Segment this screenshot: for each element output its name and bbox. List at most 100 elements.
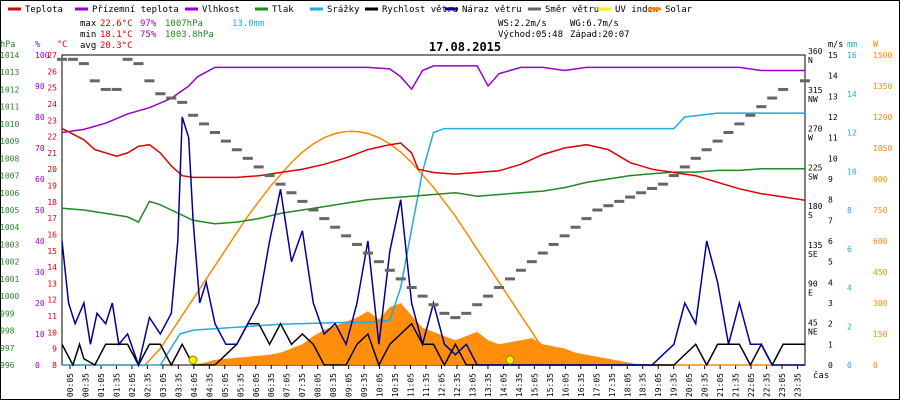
- tick-mm-10: 10: [847, 167, 857, 176]
- tick-ms-0: 0: [828, 361, 833, 370]
- tick-ms-11: 11: [828, 134, 838, 143]
- axis-label-w: W: [873, 40, 879, 50]
- axis-label-pct: %: [35, 40, 40, 50]
- tick-time-00:35: 00:35: [81, 373, 90, 397]
- tick-dir-135: 135: [808, 241, 823, 250]
- tick-time-15:35: 15:35: [546, 373, 555, 397]
- dir-mark: [603, 204, 614, 208]
- tick-time-23:35: 23:35: [794, 373, 803, 397]
- tick-degc-10: 10: [47, 328, 57, 337]
- tick-ms-14: 14: [828, 72, 838, 81]
- tick-time-13:35: 13:35: [484, 373, 493, 397]
- tick-degc-18: 18: [47, 198, 57, 207]
- series-gust: [61, 116, 805, 368]
- dir-mark: [461, 311, 472, 315]
- max-label: max: [80, 19, 97, 29]
- tick-degc-21: 21: [47, 149, 57, 158]
- tick-mm-2: 2: [847, 322, 852, 331]
- tick-hpa-1008: 1008: [0, 154, 19, 163]
- dir-mark: [341, 234, 352, 238]
- dir-mark: [373, 260, 384, 264]
- tick-dir-315: 315: [808, 86, 823, 95]
- tick-pct-100: 100: [35, 51, 50, 60]
- tick-time-20:05: 20:05: [685, 373, 694, 397]
- tick-time-19:05: 19:05: [654, 373, 663, 397]
- tick-degc-14: 14: [47, 263, 57, 272]
- stats-block: max 22.6°C 97% 1007hPa 13.0mm min 18.1°C…: [80, 19, 630, 51]
- tick-degc-19: 19: [47, 182, 57, 191]
- tick-hpa-997: 997: [0, 344, 15, 353]
- tick-ms-5: 5: [828, 258, 833, 267]
- tick-time-21:05: 21:05: [716, 373, 725, 397]
- dir-mark: [362, 251, 373, 255]
- tick-time-12:05: 12:05: [438, 373, 447, 397]
- dir-mark: [723, 131, 734, 134]
- dir-mark: [417, 294, 428, 298]
- tick-dir-E: E: [808, 289, 813, 298]
- dir-mark: [526, 260, 537, 264]
- dir-mark: [701, 148, 712, 152]
- tick-mm-16: 16: [847, 51, 857, 60]
- axis-label-hpa: hPa: [0, 40, 15, 50]
- tick-time-11:35: 11:35: [422, 373, 431, 397]
- dir-mark: [679, 165, 690, 169]
- tick-w-1350: 1350: [873, 82, 892, 91]
- tick-w-450: 450: [873, 268, 888, 277]
- tick-degc-26: 26: [47, 67, 57, 76]
- dir-mark: [166, 96, 177, 100]
- tick-w-300: 300: [873, 299, 888, 308]
- dir-mark: [439, 311, 450, 315]
- dir-mark: [67, 57, 78, 61]
- axis-label-mm: mm: [847, 40, 857, 50]
- tick-pct-80: 80: [35, 113, 45, 122]
- rain-total: 13.0mm: [232, 19, 265, 29]
- tick-time-02:05: 02:05: [128, 373, 137, 397]
- tick-degc-16: 16: [47, 230, 57, 239]
- tick-ms-9: 9: [828, 175, 833, 184]
- dir-mark: [690, 156, 701, 160]
- tick-time-17:05: 17:05: [592, 373, 601, 397]
- tick-hpa-1004: 1004: [0, 223, 19, 232]
- tick-w-750: 750: [873, 206, 888, 215]
- dir-mark: [308, 208, 319, 212]
- tick-dir-90: 90: [808, 280, 818, 289]
- dir-mark: [242, 156, 253, 160]
- tick-time-16:05: 16:05: [561, 373, 570, 397]
- tick-time-06:35: 06:35: [267, 373, 276, 397]
- series-hum: [61, 65, 805, 134]
- tick-degc-12: 12: [47, 296, 57, 305]
- dir-mark: [231, 148, 242, 152]
- sunset: Západ:20:07: [570, 30, 630, 40]
- tick-time-05:05: 05:05: [221, 373, 230, 397]
- tick-ms-15: 15: [828, 51, 838, 60]
- legend: Teplota Přízemní teplota Vlhkost Tlak Srážky…: [8, 5, 693, 15]
- dir-mark: [581, 217, 592, 221]
- chart-title: 17.08.2015: [429, 40, 501, 54]
- tick-degc-20: 20: [47, 165, 57, 174]
- dir-mark: [756, 105, 767, 109]
- tick-w-1050: 1050: [873, 144, 892, 153]
- tick-time-16:35: 16:35: [577, 373, 586, 397]
- tick-hpa-996: 996: [0, 361, 15, 370]
- dir-mark: [89, 79, 100, 83]
- tick-hpa-1002: 1002: [0, 258, 19, 267]
- tick-time-06:05: 06:05: [252, 373, 261, 397]
- dir-mark: [100, 87, 111, 91]
- dir-mark: [515, 268, 526, 272]
- dir-mark: [133, 62, 144, 66]
- tick-hpa-1000: 1000: [0, 292, 19, 301]
- tick-time-08:35: 08:35: [329, 373, 338, 397]
- tick-pct-50: 50: [35, 206, 45, 215]
- dir-mark: [144, 79, 155, 83]
- dir-mark: [384, 268, 395, 272]
- tick-ms-10: 10: [828, 154, 838, 163]
- dir-mark: [428, 303, 439, 307]
- min-temp: 18.1°C: [100, 30, 133, 40]
- legend-label-solar: Solar: [665, 5, 693, 15]
- tick-ms-8: 8: [828, 196, 833, 205]
- tick-degc-13: 13: [47, 279, 57, 288]
- tick-time-10:35: 10:35: [391, 373, 400, 397]
- tick-degc-17: 17: [47, 214, 57, 223]
